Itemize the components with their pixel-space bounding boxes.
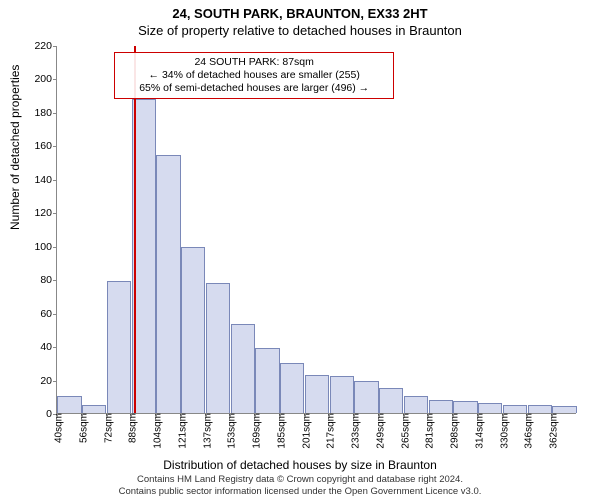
histogram-bar (503, 405, 527, 413)
x-tick-label: 121sqm (173, 413, 188, 449)
x-tick-label: 137sqm (198, 413, 213, 449)
histogram-bar (280, 363, 304, 413)
x-tick-label: 281sqm (421, 413, 436, 449)
x-tick-label: 104sqm (149, 413, 164, 449)
chart-footer: Contains HM Land Registry data © Crown c… (0, 474, 600, 498)
x-tick-label: 185sqm (272, 413, 287, 449)
histogram-bar (330, 376, 354, 413)
x-tick-label: 362sqm (545, 413, 560, 449)
x-tick-label: 346sqm (520, 413, 535, 449)
x-tick-label: 40sqm (50, 413, 65, 443)
histogram-bar (255, 348, 279, 413)
marker-line (134, 46, 136, 413)
x-tick-label: 72sqm (99, 413, 114, 443)
footer-line-2: Contains public sector information licen… (0, 486, 600, 498)
chart-container: 24, SOUTH PARK, BRAUNTON, EX33 2HT Size … (0, 0, 600, 500)
x-tick-label: 265sqm (396, 413, 411, 449)
histogram-bar (552, 406, 576, 413)
annotation-line: ← 34% of detached houses are smaller (25… (121, 69, 387, 82)
histogram-bar (453, 401, 477, 413)
histogram-bar (379, 388, 403, 413)
x-tick-label: 153sqm (223, 413, 238, 449)
y-axis-label: Number of detached properties (8, 65, 22, 230)
x-tick-label: 56sqm (74, 413, 89, 443)
x-tick-label: 298sqm (446, 413, 461, 449)
histogram-bar (57, 396, 81, 413)
x-tick-label: 201sqm (297, 413, 312, 449)
histogram-bar (404, 396, 428, 413)
histogram-bar (478, 403, 502, 413)
chart-title-sub: Size of property relative to detached ho… (0, 21, 600, 38)
histogram-bar (354, 381, 378, 413)
histogram-bar (231, 324, 255, 413)
x-tick-label: 249sqm (371, 413, 386, 449)
histogram-bar (429, 400, 453, 413)
x-tick-label: 314sqm (470, 413, 485, 449)
annotation-box: 24 SOUTH PARK: 87sqm← 34% of detached ho… (114, 52, 394, 99)
histogram-bar (206, 283, 230, 413)
x-tick-label: 169sqm (248, 413, 263, 449)
x-axis-label: Distribution of detached houses by size … (0, 458, 600, 472)
histogram-bar (305, 375, 329, 413)
histogram-bar (181, 247, 205, 413)
annotation-line: 65% of semi-detached houses are larger (… (121, 82, 387, 95)
histogram-bar (528, 405, 552, 413)
footer-line-1: Contains HM Land Registry data © Crown c… (0, 474, 600, 486)
x-tick-label: 233sqm (347, 413, 362, 449)
x-tick-label: 217sqm (322, 413, 337, 449)
histogram-bar (156, 155, 180, 413)
chart-title-main: 24, SOUTH PARK, BRAUNTON, EX33 2HT (0, 0, 600, 21)
annotation-line: 24 SOUTH PARK: 87sqm (121, 56, 387, 69)
x-tick-label: 330sqm (495, 413, 510, 449)
histogram-bar (107, 281, 131, 413)
chart-plot-area: 02040608010012014016018020022040sqm56sqm… (56, 46, 576, 414)
x-tick-label: 88sqm (124, 413, 139, 443)
histogram-bar (82, 405, 106, 413)
